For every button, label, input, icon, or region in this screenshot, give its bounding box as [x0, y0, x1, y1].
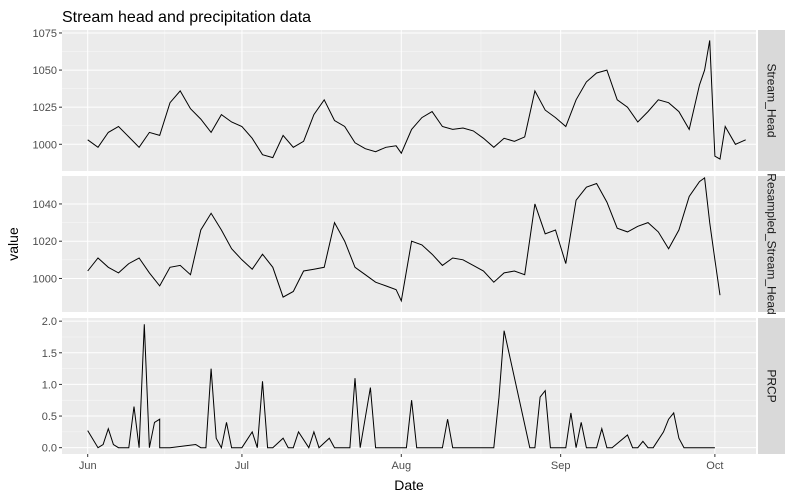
facet-panels: 1000 1025 1050 1075 Stream_Head 1000 1020 1040 R… [33, 28, 785, 472]
x-tick-label: Jul [235, 460, 249, 472]
facet-strip-label: PRCP [765, 369, 779, 402]
x-tick-label: Jun [79, 460, 97, 472]
series-line-resampled-stream-head [87, 176, 721, 303]
y-tick-label: 1025 [33, 102, 57, 114]
panel-stream-head: 1000 1025 1050 1075 Stream_Head [33, 28, 785, 171]
y-tick-label: 1000 [33, 139, 57, 151]
series-line-stream-head [87, 40, 746, 160]
y-tick-label: 1000 [33, 273, 57, 285]
y-tick-label: 1075 [33, 28, 57, 40]
panel-background [62, 176, 756, 312]
y-tick-label: 0.0 [42, 443, 57, 455]
chart-title: Stream head and precipitation data [62, 9, 311, 26]
facet-strip-label: Resampled_Stream_Head [765, 173, 779, 314]
x-tick-label: Sep [551, 460, 571, 472]
y-axis-title: value [5, 227, 21, 261]
series-line-prcp [87, 324, 715, 450]
x-tick-label: Oct [706, 460, 723, 472]
panel-prcp: 0.0 0.5 1.0 1.5 2.0 PRCP [42, 316, 785, 455]
y-tick-label: 0.5 [42, 411, 57, 423]
x-axis-title: Date [394, 477, 424, 493]
y-tick-label: 1040 [33, 199, 57, 211]
y-tick-label: 2.0 [42, 316, 57, 328]
y-tick-label: 1.5 [42, 348, 57, 360]
y-tick-label: 1050 [33, 65, 57, 77]
facet-strip [758, 176, 785, 312]
facet-strip [758, 30, 785, 171]
x-tick-label: Aug [391, 460, 411, 472]
panel-background [62, 318, 756, 454]
panel-resampled-stream-head: 1000 1020 1040 Resampled_Stream_Head [33, 173, 785, 315]
y-tick-label: 1.0 [42, 379, 57, 391]
facet-strip [758, 318, 785, 454]
panel-background [62, 30, 756, 171]
facet-strip-label: Stream_Head [765, 63, 779, 137]
y-tick-label: 1020 [33, 236, 57, 248]
